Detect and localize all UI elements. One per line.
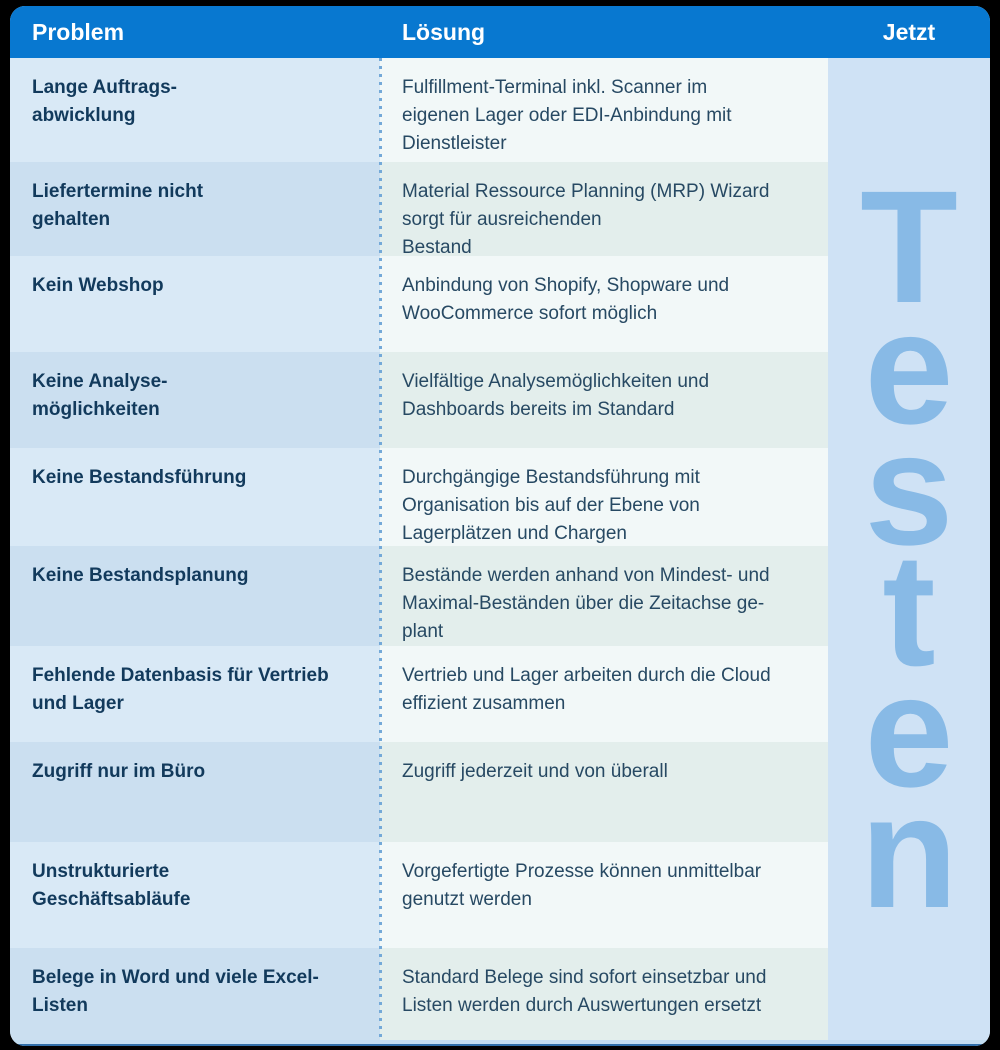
problem-cell: Kein Webshop (10, 256, 380, 352)
column-header-jetzt: Jetzt (882, 18, 936, 45)
problem-solution-rows: Lange Auftrags- abwicklung Fulfillment-T… (10, 58, 828, 1040)
solution-cell: Anbindung von Shopify, Shopware und WooC… (380, 256, 828, 352)
table-row: Unstrukturierte Geschäftsabläufe Vorgefe… (10, 842, 828, 948)
solution-cell: Durchgängige Bestandsführung mit Organis… (380, 448, 828, 546)
solution-cell: Standard Belege sind sofort einsetzbar u… (380, 948, 828, 1040)
table-body: Lange Auftrags- abwicklung Fulfillment-T… (10, 58, 990, 1040)
solution-cell: Vorgefertigte Prozesse können unmittelba… (380, 842, 828, 948)
table-row: Keine Bestandsplanung Bestände werden an… (10, 546, 828, 646)
table-row: Zugriff nur im Büro Zugriff jederzeit un… (10, 742, 828, 842)
solution-cell: Vielfältige Analysemöglichkeiten und Das… (380, 352, 828, 448)
problem-cell: Belege in Word und viele Excel- Listen (10, 948, 380, 1040)
problem-cell: Zugriff nur im Büro (10, 742, 380, 842)
table-row: Liefertermine nicht gehalten Material Re… (10, 162, 828, 258)
card-bottom-strip (10, 1040, 990, 1044)
problem-cell: Lange Auftrags- abwicklung (10, 58, 380, 162)
problem-cell: Fehlende Datenbasis für Vertrieb und Lag… (10, 646, 380, 742)
solution-cell: Zugriff jederzeit und von überall (380, 742, 828, 842)
solution-cell: Vertrieb und Lager arbeiten durch die Cl… (380, 646, 828, 742)
table-row: Keine Bestandsführung Durchgängige Besta… (10, 448, 828, 546)
table-row: Fehlende Datenbasis für Vertrieb und Lag… (10, 646, 828, 742)
table-row: Keine Analyse- möglichkeiten Vielfältige… (10, 352, 828, 448)
solution-cell: Material Ressource Planning (MRP) Wizard… (380, 162, 828, 258)
table-row: Lange Auftrags- abwicklung Fulfillment-T… (10, 58, 828, 162)
problem-cell: Keine Analyse- möglichkeiten (10, 352, 380, 448)
problem-solution-table-card: Problem Lösung Jetzt Lange Auftrags- abw… (10, 6, 990, 1046)
table-row: Kein Webshop Anbindung von Shopify, Shop… (10, 256, 828, 352)
problem-cell: Keine Bestandsführung (10, 448, 380, 546)
column-header-problem: Problem (32, 18, 125, 45)
column-header-loesung: Lösung (402, 18, 486, 45)
table-header-row: Problem Lösung Jetzt (10, 6, 990, 58)
problem-cell: Keine Bestandsplanung (10, 546, 380, 646)
table-row: Belege in Word und viele Excel- Listen S… (10, 948, 828, 1040)
problem-cell: Liefertermine nicht gehalten (10, 162, 380, 256)
problem-cell: Unstrukturierte Geschäftsabläufe (10, 842, 380, 948)
solution-cell: Fulfillment-Terminal inkl. Scanner im ei… (380, 58, 828, 162)
solution-cell: Bestände werden anhand von Mindest- und … (380, 546, 828, 646)
card-bottom-edge-line (10, 1044, 990, 1046)
